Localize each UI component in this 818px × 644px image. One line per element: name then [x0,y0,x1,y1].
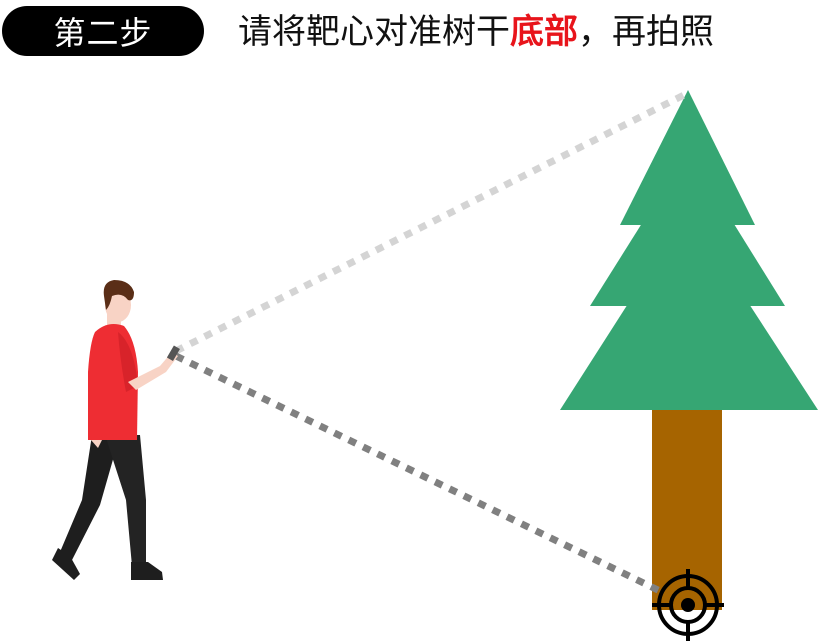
instruction-text: 请将靶心对准树干底部，再拍照 [238,8,714,56]
instruction-emphasis: 底部 [510,12,578,52]
instruction-prefix: 请将靶心对准树干 [238,12,510,52]
person-shoe-front [131,562,163,580]
tree-foliage [560,90,818,410]
step-badge: 第二步 [2,6,204,56]
tree-tier-bottom [560,210,818,410]
tree-tier-middle [590,150,785,306]
crosshair-target-icon [652,569,724,641]
sight-line-top [174,91,686,355]
instruction-suffix: ，再拍照 [578,12,714,52]
person-sleeve [118,332,138,392]
sight-line-bottom [174,352,664,596]
person-arm-front [128,352,178,390]
person-shoe-back [52,548,80,580]
person-leg-back [60,435,120,560]
phone-icon [166,345,180,362]
person-leg-front [105,435,146,566]
person-figure [52,280,180,580]
tree-tier-top [620,90,755,225]
step-label: 第二步 [53,14,153,52]
person-hair [103,280,134,310]
